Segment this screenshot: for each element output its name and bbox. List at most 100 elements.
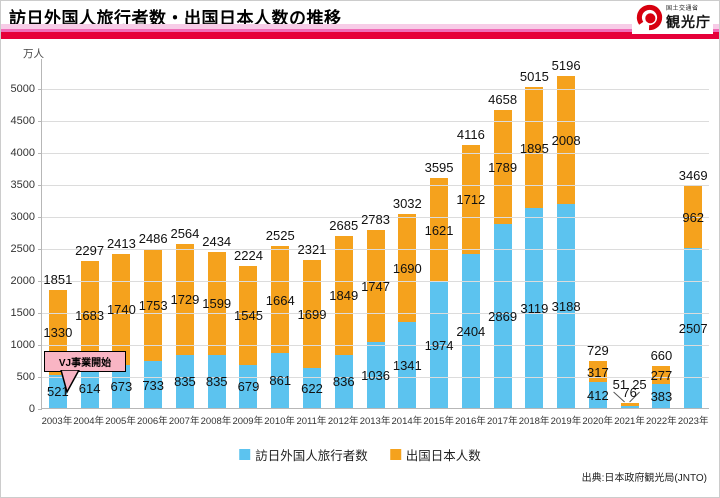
bar-segment-visitors — [588, 381, 607, 408]
bar-segment-visitors — [144, 361, 163, 408]
bar-stack — [684, 186, 703, 408]
visitors-value-label: 673 — [110, 379, 133, 395]
visitors-value-label: 25 — [632, 377, 647, 392]
visitors-value-label: 412 — [587, 387, 609, 403]
total-value-label: 2486 — [138, 230, 168, 246]
bar-segment-departures — [557, 75, 576, 205]
bar-segment-visitors — [239, 364, 258, 408]
y-axis-tick — [38, 313, 42, 315]
bar-group-2012年: 2685 1849 836 — [328, 59, 360, 408]
bar-segment-visitors — [271, 352, 290, 408]
departures-value-label: 1747 — [361, 278, 390, 294]
departures-value-label: 51 — [612, 377, 628, 392]
visitors-value-label: 679 — [237, 379, 260, 395]
visitors-value-label: 836 — [332, 374, 355, 390]
annotation-label: VJ事業開始 — [58, 358, 112, 369]
x-axis-tick-label: 2014年 — [391, 416, 423, 427]
annotation-pointer-icon — [60, 370, 80, 394]
total-value-label: 5196 — [551, 57, 581, 73]
band-stripe-pink — [1, 24, 719, 29]
gridline — [42, 153, 709, 155]
y-axis-tick — [38, 377, 42, 378]
departures-value-label: 1330 — [43, 325, 73, 341]
y-axis-tick-label: 2500 — [10, 243, 35, 256]
y-axis-tick-label: 1500 — [10, 307, 35, 320]
total-value-label: 2685 — [329, 218, 359, 234]
bar-segment-departures — [493, 109, 512, 225]
departures-value-label: 962 — [682, 209, 705, 225]
gridline — [42, 121, 709, 123]
bar-segment-departures — [652, 365, 671, 384]
departures-value-label: 1683 — [75, 307, 105, 323]
bar-stack — [557, 75, 576, 408]
bar-stack — [207, 252, 226, 408]
visitors-value-label: 1036 — [361, 367, 390, 383]
departures-value-label: 1789 — [488, 160, 518, 176]
x-axis-tick-label: 2017年 — [486, 416, 518, 427]
x-axis-tick-label: 2008年 — [200, 416, 232, 427]
bar-segment-departures — [684, 186, 703, 248]
bar-stack — [271, 246, 290, 408]
departures-value-label: 1849 — [329, 288, 359, 304]
legend-item-departures: 出国日本人数 — [389, 445, 481, 464]
bar-segment-visitors — [334, 354, 353, 408]
band-stripe-magenta — [1, 29, 719, 32]
total-value-label: 2783 — [361, 211, 390, 227]
annotation-vj-campaign: VJ事業開始 — [44, 351, 126, 394]
departures-value-label: 1740 — [106, 302, 136, 318]
legend-label-visitors: 訪日外国人旅行者数 — [255, 449, 368, 463]
bar-group-2023年: 3469 962 2507 — [677, 59, 709, 408]
bar-segment-visitors — [557, 204, 576, 408]
total-value-label: 4116 — [456, 126, 485, 142]
legend-swatch-visitors — [239, 449, 251, 460]
y-axis-labels: 0 500 1000 1500 2000 2500 3000 3500 4000 4500 5000 — [1, 59, 37, 415]
bar-segment-departures — [271, 246, 290, 353]
x-axis-tick-label: 2022年 — [646, 416, 677, 427]
bar-group-2007年: 2564 1729 835 — [169, 59, 201, 408]
bar-group-2011年: 2321 1699 622 — [296, 59, 328, 408]
y-axis-tick — [38, 345, 42, 346]
departures-value-label: 1664 — [265, 292, 295, 308]
bar-segment-departures — [620, 403, 639, 407]
bar-segment-departures — [175, 243, 194, 355]
visitors-value-label: 3188 — [551, 299, 581, 315]
bar-stack — [493, 109, 512, 408]
bar-segment-visitors — [303, 368, 321, 408]
visitors-value-label: 1974 — [424, 337, 454, 353]
y-axis-tick — [38, 249, 42, 251]
total-value-label: 2413 — [106, 235, 136, 251]
total-value-label: 729 — [587, 343, 609, 359]
departures-value-label: 1712 — [456, 192, 486, 208]
bar-stack — [525, 87, 544, 408]
bar-stack — [430, 177, 449, 408]
total-value-label: 2564 — [170, 225, 200, 241]
total-value-label: 3595 — [424, 159, 454, 175]
bar-segment-visitors — [620, 406, 639, 408]
bar-segment-departures — [398, 214, 417, 323]
jta-logo-mark-icon — [636, 4, 663, 31]
visitors-value-label: 521 — [47, 384, 69, 400]
y-axis-tick — [38, 217, 42, 219]
bar-segment-departures — [334, 236, 353, 355]
bar-stack — [398, 214, 417, 408]
total-value-label: 2434 — [202, 234, 232, 250]
departures-value-label: 1545 — [234, 308, 263, 324]
bar-group-2004年: 2297 1683 614 — [74, 59, 106, 408]
bar-segment-departures — [207, 252, 226, 355]
bar-group-2019年: 5196 2008 3188 — [550, 57, 582, 408]
total-value-label: 2525 — [265, 228, 295, 244]
visitors-value-label: 733 — [142, 377, 165, 393]
bar-segment-visitors — [175, 354, 194, 408]
bar-segment-departures — [461, 144, 480, 255]
bar-segment-departures — [588, 361, 607, 382]
jta-logo: 国土交通省 観光庁 — [632, 3, 713, 34]
total-value-label: 1851 — [43, 271, 73, 287]
gridline — [42, 313, 709, 315]
departures-value-label: 2008 — [551, 132, 581, 148]
total-value-label: 76 — [622, 385, 637, 401]
x-axis-tick-label: 2018年 — [518, 416, 550, 427]
logo-agency-label: 観光庁 — [666, 14, 711, 30]
legend-swatch-departures — [389, 449, 401, 460]
bar-group-2021年: 76 51 25 — [612, 59, 647, 408]
departures-value-label: 1895 — [519, 140, 549, 156]
